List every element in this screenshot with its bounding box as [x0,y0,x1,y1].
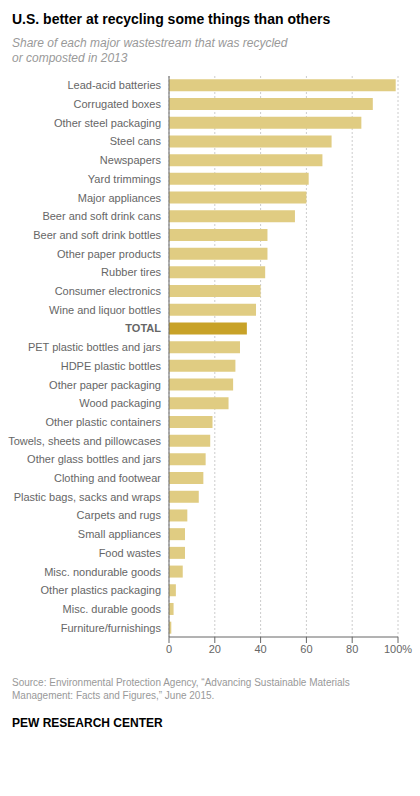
svg-text:40: 40 [254,643,266,655]
svg-text:Other steel packaging: Other steel packaging [54,117,161,129]
svg-text:PET plastic bottles and jars: PET plastic bottles and jars [28,341,162,353]
html-text:PEW RESEARCH CENTER: PEW RESEARCH CENTER [12,716,163,730]
svg-text:Wine and liquor bottles: Wine and liquor bottles [49,304,161,316]
svg-text:Newspapers: Newspapers [100,154,162,166]
svg-text:0: 0 [166,643,172,655]
svg-text:Towels, sheets and pillowcases: Towels, sheets and pillowcases [8,435,161,447]
svg-text:80: 80 [346,643,358,655]
svg-text:Rubber tires: Rubber tires [101,266,161,278]
svg-text:Corrugated boxes: Corrugated boxes [74,98,162,110]
svg-text:100%: 100% [384,643,412,655]
svg-text:Wood packaging: Wood packaging [79,397,161,409]
svg-text:Beer and soft drink cans: Beer and soft drink cans [42,210,161,222]
svg-text:Carpets and rugs: Carpets and rugs [77,509,162,521]
svg-text:Major appliances: Major appliances [78,192,162,204]
svg-text:Misc. nondurable goods: Misc. nondurable goods [44,566,161,578]
svg-text:Clothing and footwear: Clothing and footwear [54,472,161,484]
svg-text:Plastic bags, sacks and wraps: Plastic bags, sacks and wraps [14,491,162,503]
svg-text:Furniture/furnishings: Furniture/furnishings [61,622,162,634]
svg-text:Other plastic containers: Other plastic containers [45,416,161,428]
svg-text:Other plastics packaging: Other plastics packaging [41,584,161,596]
html-text:Source: Environmental Protecti: Source: Environmental Protection Agency,… [12,677,350,701]
html-text:Share of each major wastestrea: Share of each major wastestream that was… [12,36,288,65]
svg-text:20: 20 [209,643,221,655]
svg-text:Food wastes: Food wastes [99,547,162,559]
svg-text:Misc. durable goods: Misc. durable goods [63,603,162,615]
svg-text:Other paper products: Other paper products [57,248,161,260]
svg-text:Beer and soft drink bottles: Beer and soft drink bottles [33,229,161,241]
svg-text:Other paper packaging: Other paper packaging [49,379,161,391]
svg-text:Other glass bottles and jars: Other glass bottles and jars [27,453,161,465]
svg-text:60: 60 [300,643,312,655]
svg-text:Small appliances: Small appliances [78,528,162,540]
html-text:U.S. better at recycling some: U.S. better at recycling some things tha… [12,11,331,27]
svg-text:HDPE plastic bottles: HDPE plastic bottles [61,360,162,372]
svg-text:Lead-acid batteries: Lead-acid batteries [67,79,161,91]
svg-text:Steel cans: Steel cans [110,135,162,147]
svg-text:TOTAL: TOTAL [125,322,161,334]
svg-text:Yard trimmings: Yard trimmings [88,173,162,185]
svg-text:Consumer electronics: Consumer electronics [55,285,162,297]
